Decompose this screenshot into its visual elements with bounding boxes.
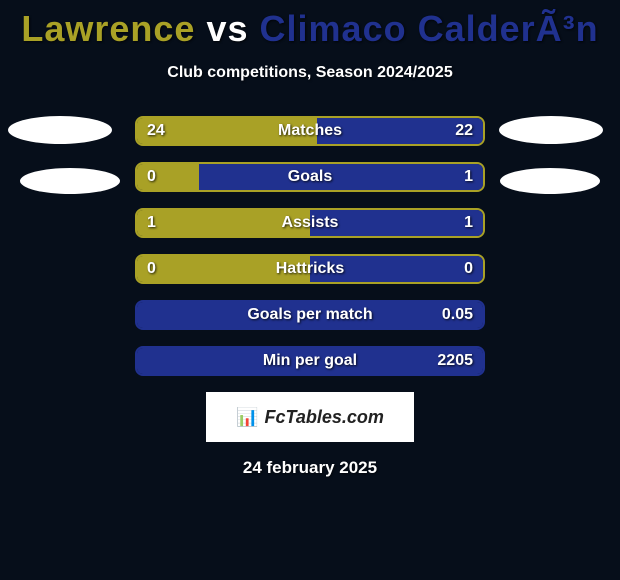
stat-value-right: 2205 — [437, 348, 473, 374]
stat-label: Min per goal — [137, 348, 483, 374]
decorative-ellipse — [499, 116, 603, 144]
stat-value-right: 1 — [464, 164, 473, 190]
date-label: 24 february 2025 — [0, 458, 620, 478]
fctables-logo[interactable]: 📊 FcTables.com — [206, 392, 414, 442]
stat-row: Matches24 22 — [135, 116, 485, 146]
stat-value-left: 0 — [147, 164, 156, 190]
subtitle: Club competitions, Season 2024/2025 — [0, 64, 620, 82]
comparison-card: Lawrence vs Climaco CalderÃ³n Club compe… — [0, 0, 620, 580]
stat-label: Goals — [137, 164, 483, 190]
player-right-name: Climaco CalderÃ³n — [260, 8, 599, 49]
stat-label: Goals per match — [137, 302, 483, 328]
page-title: Lawrence vs Climaco CalderÃ³n — [0, 0, 620, 50]
stat-label: Assists — [137, 210, 483, 236]
stat-value-right: 22 — [455, 118, 473, 144]
stat-value-right: 1 — [464, 210, 473, 236]
stat-row: Min per goal2205 — [135, 346, 485, 376]
stat-row: Goals per match0.05 — [135, 300, 485, 330]
stat-row: Hattricks0 0 — [135, 254, 485, 284]
stat-value-right: 0 — [464, 256, 473, 282]
stat-row: Goals0 1 — [135, 162, 485, 192]
stat-label: Hattricks — [137, 256, 483, 282]
decorative-ellipse — [8, 116, 112, 144]
stat-value-left: 1 — [147, 210, 156, 236]
stats-area: Matches2422Goals01Assists11Hattricks00Go… — [0, 116, 620, 376]
player-left-name: Lawrence — [21, 8, 195, 49]
chart-icon: 📊 — [236, 407, 258, 428]
stat-label: Matches — [137, 118, 483, 144]
stat-row: Assists1 1 — [135, 208, 485, 238]
decorative-ellipse — [500, 168, 600, 194]
stat-value-left: 0 — [147, 256, 156, 282]
logo-text: FcTables.com — [265, 407, 384, 428]
vs-separator: vs — [206, 8, 248, 49]
decorative-ellipse — [20, 168, 120, 194]
stat-value-left: 24 — [147, 118, 165, 144]
stat-value-right: 0.05 — [442, 302, 473, 328]
